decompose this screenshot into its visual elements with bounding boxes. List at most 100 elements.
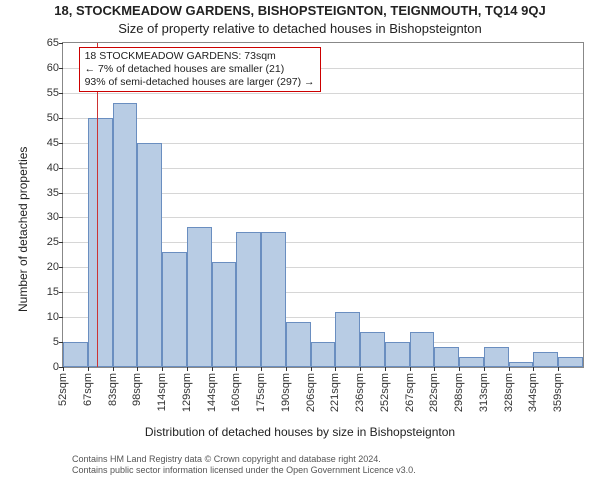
histogram-bar bbox=[385, 342, 410, 367]
ytick-mark bbox=[59, 93, 63, 94]
ytick-mark bbox=[59, 267, 63, 268]
xtick-label: 175sqm bbox=[255, 373, 267, 412]
xtick-mark bbox=[360, 367, 361, 371]
ytick-label: 0 bbox=[53, 361, 59, 373]
ytick-label: 55 bbox=[47, 87, 59, 99]
xtick-label: 313sqm bbox=[478, 373, 490, 412]
xtick-mark bbox=[558, 367, 559, 371]
y-axis-label: Number of detached properties bbox=[16, 147, 30, 312]
histogram-bar bbox=[286, 322, 311, 367]
xtick-label: 190sqm bbox=[280, 373, 292, 412]
footer-attribution: Contains HM Land Registry data © Crown c… bbox=[72, 454, 416, 477]
xtick-label: 252sqm bbox=[379, 373, 391, 412]
ytick-label: 40 bbox=[47, 162, 59, 174]
ytick-label: 15 bbox=[47, 286, 59, 298]
ytick-mark bbox=[59, 317, 63, 318]
xtick-mark bbox=[261, 367, 262, 371]
chart-plot-area: 0510152025303540455055606552sqm67sqm83sq… bbox=[62, 42, 584, 368]
xtick-mark bbox=[385, 367, 386, 371]
xtick-mark bbox=[286, 367, 287, 371]
ytick-mark bbox=[59, 292, 63, 293]
ytick-label: 45 bbox=[47, 137, 59, 149]
histogram-bar bbox=[137, 143, 162, 367]
xtick-label: 114sqm bbox=[156, 373, 168, 411]
ytick-label: 65 bbox=[47, 37, 59, 49]
xtick-mark bbox=[236, 367, 237, 371]
histogram-bar bbox=[261, 232, 286, 367]
ytick-mark bbox=[59, 217, 63, 218]
ytick-label: 50 bbox=[47, 112, 59, 124]
ytick-mark bbox=[59, 43, 63, 44]
histogram-bar bbox=[434, 347, 459, 367]
histogram-bar bbox=[88, 118, 113, 367]
histogram-bar bbox=[459, 357, 484, 367]
xtick-mark bbox=[311, 367, 312, 371]
histogram-bar bbox=[484, 347, 509, 367]
xtick-mark bbox=[509, 367, 510, 371]
annotation-line: 93% of semi-detached houses are larger (… bbox=[85, 76, 315, 89]
xtick-mark bbox=[533, 367, 534, 371]
histogram-bar bbox=[533, 352, 558, 367]
xtick-mark bbox=[484, 367, 485, 371]
histogram-bar bbox=[113, 103, 138, 367]
xtick-mark bbox=[434, 367, 435, 371]
xtick-label: 267sqm bbox=[404, 373, 416, 412]
xtick-mark bbox=[212, 367, 213, 371]
xtick-label: 221sqm bbox=[329, 373, 341, 412]
xtick-label: 236sqm bbox=[354, 373, 366, 412]
xtick-label: 328sqm bbox=[503, 373, 515, 412]
ytick-label: 25 bbox=[47, 236, 59, 248]
footer-line-2: Contains public sector information licen… bbox=[72, 465, 416, 476]
page-title-address: 18, STOCKMEADOW GARDENS, BISHOPSTEIGNTON… bbox=[0, 3, 600, 18]
gridline-h bbox=[63, 93, 583, 94]
xtick-label: 344sqm bbox=[527, 373, 539, 412]
histogram-bar bbox=[558, 357, 583, 367]
histogram-bar bbox=[63, 342, 88, 367]
xtick-mark bbox=[335, 367, 336, 371]
x-axis-title: Distribution of detached houses by size … bbox=[0, 425, 600, 439]
xtick-label: 206sqm bbox=[305, 373, 317, 412]
histogram-bar bbox=[360, 332, 385, 367]
xtick-label: 98sqm bbox=[131, 373, 143, 406]
annotation-line: ← 7% of detached houses are smaller (21) bbox=[85, 63, 315, 76]
page-subtitle: Size of property relative to detached ho… bbox=[0, 21, 600, 36]
gridline-h bbox=[63, 118, 583, 119]
ytick-label: 30 bbox=[47, 211, 59, 223]
xtick-mark bbox=[137, 367, 138, 371]
histogram-bar bbox=[236, 232, 261, 367]
ytick-mark bbox=[59, 118, 63, 119]
xtick-label: 52sqm bbox=[57, 373, 69, 406]
ytick-mark bbox=[59, 143, 63, 144]
xtick-mark bbox=[410, 367, 411, 371]
ytick-label: 5 bbox=[53, 336, 59, 348]
xtick-mark bbox=[63, 367, 64, 371]
xtick-label: 129sqm bbox=[181, 373, 193, 412]
xtick-mark bbox=[113, 367, 114, 371]
ytick-mark bbox=[59, 168, 63, 169]
ytick-mark bbox=[59, 68, 63, 69]
xtick-mark bbox=[459, 367, 460, 371]
xtick-label: 83sqm bbox=[107, 373, 119, 406]
histogram-bar bbox=[509, 362, 534, 367]
ytick-mark bbox=[59, 242, 63, 243]
xtick-mark bbox=[187, 367, 188, 371]
annotation-line: 18 STOCKMEADOW GARDENS: 73sqm bbox=[85, 50, 315, 63]
xtick-label: 282sqm bbox=[428, 373, 440, 412]
footer-line-1: Contains HM Land Registry data © Crown c… bbox=[72, 454, 416, 465]
ytick-label: 10 bbox=[47, 311, 59, 323]
xtick-label: 67sqm bbox=[82, 373, 94, 406]
ytick-label: 35 bbox=[47, 187, 59, 199]
xtick-mark bbox=[162, 367, 163, 371]
xtick-label: 144sqm bbox=[206, 373, 218, 412]
histogram-bar bbox=[212, 262, 237, 367]
xtick-label: 298sqm bbox=[453, 373, 465, 412]
ytick-label: 20 bbox=[47, 261, 59, 273]
histogram-bar bbox=[410, 332, 435, 367]
ytick-label: 60 bbox=[47, 62, 59, 74]
xtick-label: 160sqm bbox=[230, 373, 242, 412]
histogram-bar bbox=[162, 252, 187, 367]
histogram-bar bbox=[187, 227, 212, 367]
histogram-bar bbox=[311, 342, 336, 367]
xtick-label: 359sqm bbox=[552, 373, 564, 412]
xtick-mark bbox=[88, 367, 89, 371]
